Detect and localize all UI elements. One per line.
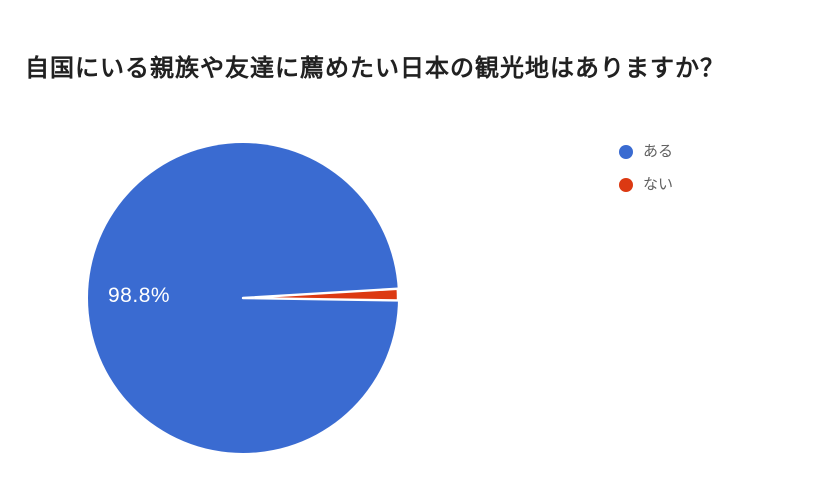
pie-chart: 98.8% — [73, 128, 413, 468]
chart-title: 自国にいる親族や友達に薦めたい日本の観光地はありますか？ — [25, 55, 725, 82]
legend-label: ある — [643, 143, 674, 160]
legend-item-0: ある — [619, 144, 673, 160]
legend-swatch-icon — [619, 145, 633, 159]
pie-svg — [88, 143, 400, 453]
legend-swatch-icon — [619, 178, 633, 192]
legend-item-1: ない — [619, 177, 673, 193]
pie-slice-label: 98.8% — [108, 284, 171, 307]
legend-label: ない — [643, 176, 674, 193]
legend: ある ない — [619, 144, 673, 193]
pie-slice-1 — [241, 287, 400, 302]
